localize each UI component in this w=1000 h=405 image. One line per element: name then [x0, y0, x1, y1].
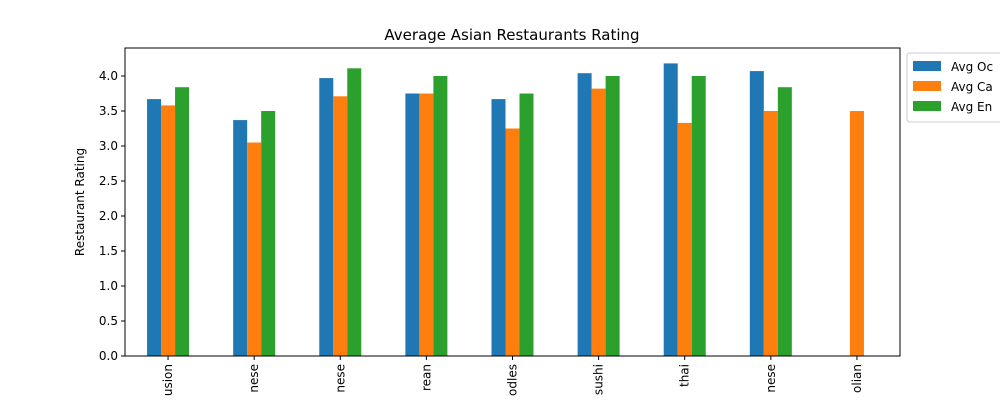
bar: [333, 96, 348, 357]
bar: [233, 120, 248, 356]
bar: [677, 122, 692, 357]
y-tick-label: 1.0: [99, 279, 118, 293]
x-tick-label: olian: [850, 364, 864, 393]
bar: [319, 78, 334, 356]
legend-label: Avg En: [951, 100, 992, 114]
bar: [433, 76, 448, 356]
y-tick-label: 3.0: [99, 139, 118, 153]
bar: [419, 93, 434, 356]
legend-swatch: [913, 81, 941, 91]
legend-swatch: [913, 61, 941, 71]
x-tick-label: sushi: [592, 364, 606, 395]
bar: [605, 76, 620, 356]
bar: [175, 87, 190, 356]
bar: [161, 105, 176, 357]
y-tick-label: 2.0: [99, 209, 118, 223]
x-tick-label: nese: [764, 364, 778, 393]
legend-label: Avg Oc: [951, 60, 993, 74]
bar: [519, 93, 534, 356]
axes-layer: 0.0 0.5 1.0 1.5 2.0 2.5 3.0 3.5 4.0 usion nese nese…: [99, 47, 901, 396]
bar: [849, 111, 864, 356]
x-tick-label: nese: [247, 364, 261, 393]
y-axis-title: Restaurant Rating: [73, 148, 87, 256]
bar: [261, 111, 276, 356]
bar: [491, 99, 506, 356]
legend-label: Avg Ca: [951, 80, 993, 94]
bar: [405, 93, 420, 356]
bar: [247, 142, 262, 356]
bar: [147, 99, 162, 356]
chart-title: Average Asian Restaurants Rating: [384, 26, 639, 44]
x-tick-label: nese: [333, 364, 347, 393]
x-tick-label: thai: [678, 364, 692, 387]
bar: [777, 87, 792, 356]
bar: [505, 128, 520, 356]
x-tick-label: usion: [161, 364, 175, 396]
y-tick-label: 4.0: [99, 69, 118, 83]
bar: [749, 71, 764, 356]
y-tick-label: 1.5: [99, 244, 118, 258]
y-tick-label: 0.5: [99, 314, 118, 328]
x-tick-label: rean: [419, 364, 433, 391]
bar: [577, 73, 592, 356]
x-tick-label: odles: [506, 364, 520, 396]
bar: [691, 76, 706, 356]
y-tick-label: 3.5: [99, 104, 118, 118]
bar: [763, 111, 778, 356]
bar: [591, 88, 606, 356]
y-tick-label: 2.5: [99, 174, 118, 188]
bars-layer: [147, 63, 864, 357]
legend-swatch: [913, 101, 941, 111]
legend: Avg Oc Avg Ca Avg En: [906, 52, 1000, 123]
bar: [347, 68, 362, 357]
bar: [663, 63, 678, 357]
y-tick-label: 0.0: [99, 349, 118, 363]
